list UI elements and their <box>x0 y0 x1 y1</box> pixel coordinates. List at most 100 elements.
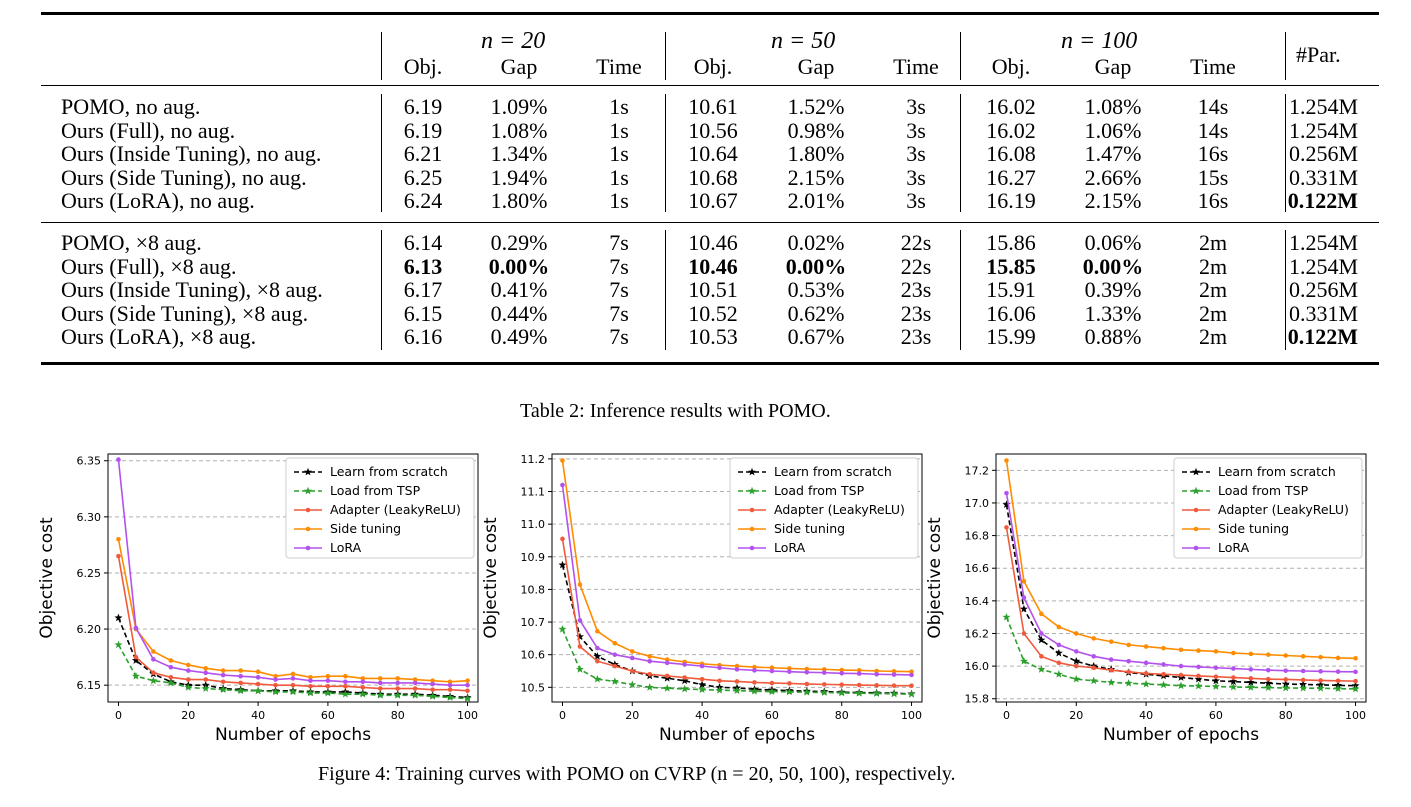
data-point <box>664 673 670 679</box>
row-method: Ours (LoRA), ×8 aug. <box>61 324 257 349</box>
row-method: Ours (Inside Tuning), no aug. <box>61 141 322 166</box>
y-tick-label: 11.1 <box>521 486 546 499</box>
data-point <box>839 670 845 676</box>
data-point <box>1265 652 1271 657</box>
col-divider <box>665 32 666 80</box>
data-point <box>804 670 810 675</box>
x-tick-label: 0 <box>559 709 566 722</box>
data-point <box>1126 658 1131 664</box>
data-point <box>360 676 366 681</box>
row-value: 15.99 <box>986 324 1036 349</box>
data-point <box>1353 678 1358 684</box>
legend-label: Adapter (LeakyReLU) <box>330 502 461 517</box>
row-value: 10.52 <box>688 300 738 326</box>
row-value: 10.56 <box>688 117 738 143</box>
data-point <box>750 687 759 695</box>
data-point <box>769 680 775 686</box>
data-point <box>360 679 366 685</box>
row-value: 0.29% <box>490 230 548 255</box>
data-point <box>325 683 331 689</box>
legend-marker <box>749 507 755 513</box>
data-point <box>166 678 175 687</box>
data-point <box>151 670 156 676</box>
row-value: 16.27 <box>986 164 1036 190</box>
data-point <box>1318 678 1323 683</box>
data-point <box>465 688 470 694</box>
col-divider <box>960 94 961 212</box>
data-point <box>306 688 315 697</box>
data-point <box>447 687 453 692</box>
data-point <box>769 668 775 674</box>
data-point <box>610 677 619 685</box>
data-point <box>647 654 653 659</box>
data-point <box>821 682 827 687</box>
data-point <box>1021 595 1027 600</box>
data-point <box>891 683 897 688</box>
data-point <box>1143 671 1149 676</box>
mid-rule <box>41 222 1379 223</box>
data-point <box>595 628 600 634</box>
x-tick-label: 60 <box>321 709 335 722</box>
row-value: 0.67% <box>787 324 845 349</box>
data-point <box>1264 679 1273 687</box>
y-tick-label: 6.25 <box>77 567 102 580</box>
x-tick-label: 100 <box>1345 709 1366 722</box>
col-header: Gap <box>500 54 538 79</box>
legend-label: Load from TSP <box>1218 483 1309 498</box>
data-point <box>558 560 567 569</box>
data-point <box>855 688 864 697</box>
y-tick-label: 16.0 <box>965 660 990 673</box>
data-point <box>238 668 243 673</box>
y-tick-label: 6.15 <box>77 679 102 692</box>
figure-caption: Figure 4: Training curves with POMO on C… <box>318 763 956 785</box>
legend-marker <box>1192 467 1200 476</box>
col-header: Obj. <box>991 54 1031 79</box>
data-point <box>874 671 879 677</box>
data-point <box>290 671 296 677</box>
table-caption: Table 2: Inference results with POMO. <box>520 400 831 422</box>
data-point <box>149 676 158 685</box>
row-value: 1.80% <box>787 141 845 166</box>
data-point <box>446 693 455 701</box>
data-point <box>769 665 775 671</box>
data-point <box>856 671 862 676</box>
y-tick-label: 10.8 <box>521 583 546 596</box>
data-point <box>1108 667 1114 673</box>
row-value: 6.13 <box>403 253 443 279</box>
row-value: 10.46 <box>688 253 738 279</box>
row-value: 2m <box>1198 230 1228 255</box>
col-divider <box>1285 32 1286 80</box>
row-value: 7s <box>609 277 629 302</box>
data-point <box>428 692 437 700</box>
row-value: 23s <box>900 277 932 302</box>
data-point <box>168 658 174 663</box>
data-point <box>1126 642 1131 648</box>
row-value: 7s <box>609 300 629 326</box>
col-divider <box>381 32 382 80</box>
data-point <box>577 582 583 587</box>
data-point <box>575 632 584 641</box>
col-divider <box>381 94 382 212</box>
data-point <box>872 689 881 697</box>
data-point <box>1143 644 1149 649</box>
data-point <box>465 678 470 683</box>
data-point <box>133 654 139 660</box>
legend-box <box>285 457 475 559</box>
row-value: 0.62% <box>787 300 845 326</box>
row-value: 2.15% <box>1084 188 1142 213</box>
data-point <box>577 644 583 649</box>
data-point <box>411 691 420 699</box>
y-tick-label: 17.2 <box>965 464 990 477</box>
data-point <box>699 676 705 682</box>
row-method: POMO, ×8 aug. <box>61 230 202 255</box>
data-point <box>804 681 810 687</box>
y-tick-label: 10.5 <box>521 681 546 694</box>
y-axis-label: Objective cost <box>925 517 945 639</box>
data-point <box>629 668 635 674</box>
data-point <box>1196 673 1201 679</box>
data-point <box>734 663 740 669</box>
data-point <box>1248 667 1254 672</box>
data-point <box>1211 682 1220 690</box>
data-point <box>1196 664 1201 670</box>
x-tick-label: 60 <box>765 709 779 722</box>
